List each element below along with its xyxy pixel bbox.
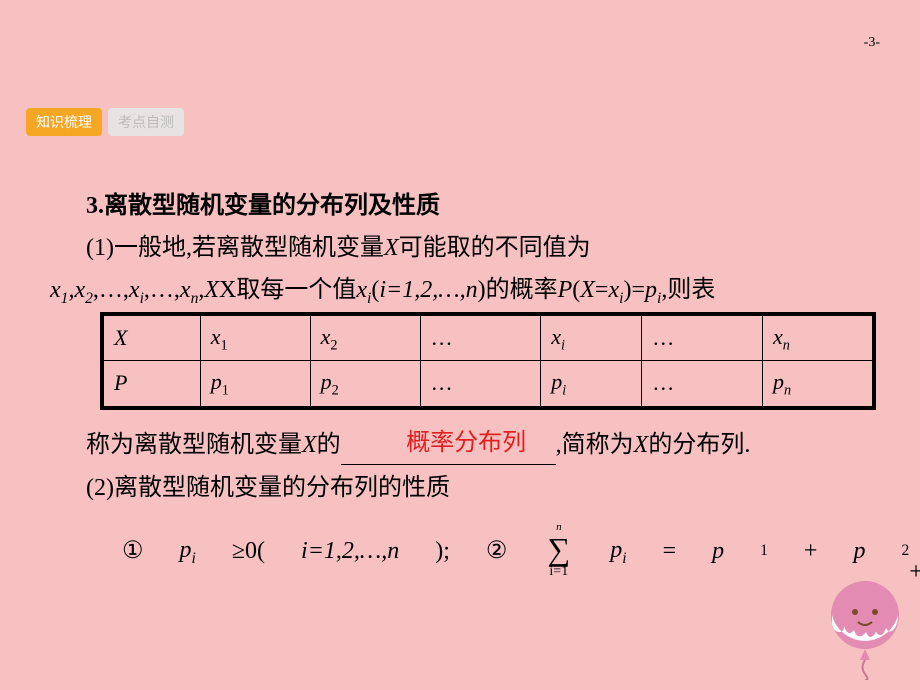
- cell: x2: [310, 316, 420, 361]
- var-X: X: [384, 235, 399, 261]
- fill-blank: 概率分布列: [341, 422, 556, 465]
- cell: …: [642, 316, 763, 361]
- tab-knowledge[interactable]: 知识梳理: [26, 108, 102, 136]
- p1-mid: X取每一个值: [219, 277, 356, 303]
- tab-selftest[interactable]: 考点自测: [108, 108, 184, 136]
- main-content: 3.离散型随机变量的分布列及性质 (1)一般地,若离散型随机变量X可能取的不同值…: [50, 185, 870, 593]
- cell: …: [642, 361, 763, 406]
- heading-number: 3: [86, 193, 98, 219]
- table-row: P p1 p2 … pi … pn: [104, 361, 873, 406]
- paragraph-1: (1)一般地,若离散型随机变量X可能取的不同值为 x1,x2,…,xi,…,xn…: [50, 227, 870, 312]
- paragraph-2: 称为离散型随机变量X的概率分布列,简称为X的分布列.: [50, 424, 870, 467]
- table-row: X x1 x2 … xi … xn: [104, 316, 873, 361]
- cell: p2: [310, 361, 420, 406]
- p1-tail: 可能取的不同值为: [399, 235, 591, 261]
- summation: n ∑ i=1: [511, 522, 570, 579]
- p2-X2: X: [634, 432, 649, 458]
- cell: pi: [541, 361, 642, 406]
- p1-text: (1)一般地,若离散型随机变量: [86, 235, 384, 261]
- section-heading: 3.离散型随机变量的分布列及性质: [50, 185, 870, 227]
- cell: pn: [763, 361, 873, 406]
- sum-lower: i=1: [513, 565, 568, 579]
- p1-line2-tail: ,则表: [661, 277, 715, 303]
- balloon-decoration: [820, 570, 910, 680]
- p1-line2: x1,x2,…,xi,…,xn,XX取每一个值xi(i=1,2,…,n)的概率P…: [50, 277, 715, 303]
- i-range: i=1,2,…,n: [379, 277, 477, 303]
- heading-text: .离散型随机变量的分布列及性质: [98, 193, 440, 219]
- p2-mid: 的: [317, 432, 341, 458]
- circ1: ①: [86, 530, 144, 572]
- cell: …: [420, 316, 541, 361]
- cell: X: [104, 316, 201, 361]
- paragraph-3: (2)离散型随机变量的分布列的性质: [50, 467, 870, 509]
- blank-answer: 概率分布列: [406, 430, 526, 456]
- sum-symbol: ∑: [511, 533, 570, 565]
- p2-X: X: [302, 432, 317, 458]
- cell: P: [104, 361, 201, 406]
- page-number: -3-: [864, 35, 880, 51]
- distribution-table-wrap: X x1 x2 … xi … xn P p1 p2 … pi … pn: [100, 312, 876, 410]
- circ2: ②: [450, 530, 508, 572]
- cell: p1: [200, 361, 310, 406]
- tab-bar: 知识梳理 考点自测: [26, 108, 184, 136]
- formula-line: ①pi≥0(i=1,2,…,n);② n ∑ i=1 pi=p1+p2+…+pn…: [86, 509, 870, 593]
- cell: …: [420, 361, 541, 406]
- irange: i=1,2,…,n: [265, 530, 399, 572]
- p2-tail: 的分布列.: [648, 432, 750, 458]
- p2-pre: 称为离散型随机变量: [86, 432, 302, 458]
- distribution-table: X x1 x2 … xi … xn P p1 p2 … pi … pn: [103, 315, 873, 407]
- p2-post: ,简称为: [556, 432, 634, 458]
- cell: xi: [541, 316, 642, 361]
- cell: x1: [200, 316, 310, 361]
- cell: xn: [763, 316, 873, 361]
